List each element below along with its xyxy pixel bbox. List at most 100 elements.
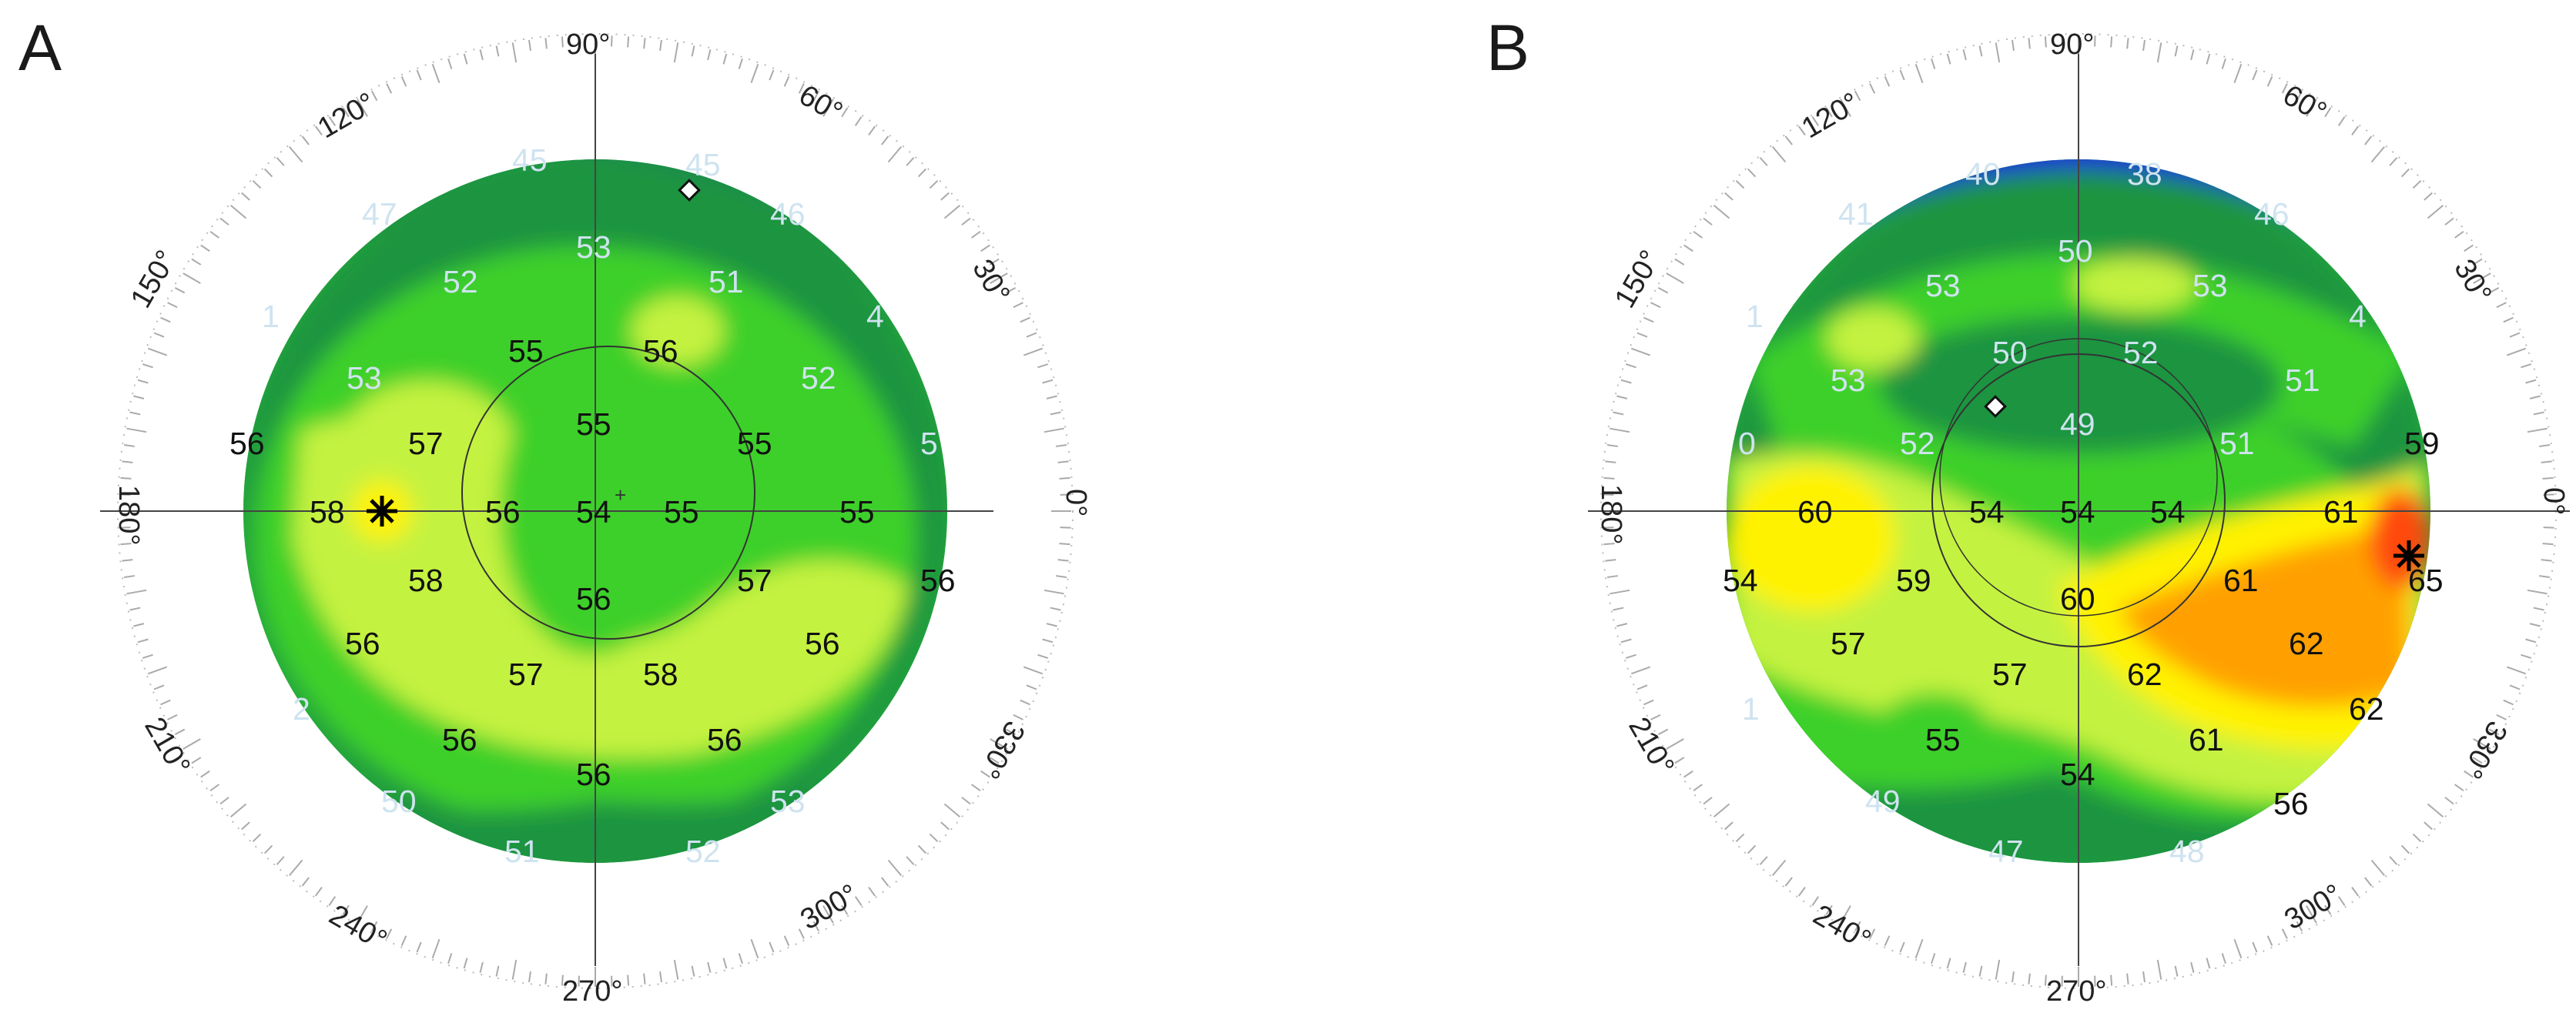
panel-letter: A bbox=[18, 12, 62, 84]
tick-mark bbox=[929, 833, 939, 843]
tick-mark bbox=[1735, 833, 1745, 843]
tick-mark bbox=[1657, 286, 1669, 294]
tick-mark bbox=[841, 107, 849, 118]
tick-mark bbox=[160, 699, 171, 706]
value-label: 51 bbox=[504, 834, 540, 869]
tick-mark bbox=[511, 42, 518, 63]
tick-mark bbox=[1674, 757, 1685, 764]
tick-mark bbox=[1050, 411, 1061, 416]
tick-mark bbox=[2174, 965, 2179, 977]
tick-mark bbox=[1946, 53, 1951, 65]
tick-mark bbox=[2296, 921, 2303, 932]
value-label: 56 bbox=[576, 757, 611, 792]
tick-mark bbox=[357, 905, 368, 924]
angle-label: 180° bbox=[112, 485, 145, 546]
tick-mark bbox=[191, 757, 202, 764]
tick-mark bbox=[2488, 728, 2500, 736]
tick-mark bbox=[783, 76, 790, 87]
angle-label: 240° bbox=[323, 899, 392, 958]
tick-mark bbox=[142, 363, 153, 369]
tick-mark bbox=[822, 99, 834, 117]
value-label: 57 bbox=[737, 563, 772, 598]
tick-mark bbox=[160, 316, 171, 323]
tick-mark bbox=[1636, 332, 1648, 338]
tick-mark bbox=[2473, 738, 2491, 750]
tick-mark bbox=[137, 638, 149, 644]
tick-mark bbox=[386, 928, 393, 939]
tick-mark bbox=[133, 623, 145, 627]
tick-mark bbox=[1643, 316, 1654, 323]
tick-mark bbox=[479, 961, 484, 973]
tick-mark bbox=[722, 53, 728, 65]
value-label: 46 bbox=[2254, 196, 2290, 232]
value-label: 54 bbox=[1969, 494, 2005, 530]
tick-mark bbox=[2496, 714, 2507, 720]
tick-mark bbox=[183, 272, 201, 284]
tick-mark bbox=[528, 971, 531, 983]
tick-mark bbox=[191, 258, 202, 266]
tick-mark bbox=[722, 958, 728, 969]
tick-mark bbox=[2412, 833, 2422, 843]
angle-label: 30° bbox=[966, 254, 1016, 309]
tick-mark bbox=[2444, 217, 2454, 226]
tick-mark bbox=[263, 168, 273, 178]
value-label: 58 bbox=[408, 563, 444, 598]
tick-mark bbox=[2412, 179, 2422, 189]
tick-mark bbox=[1899, 941, 1905, 953]
tick-mark bbox=[841, 904, 849, 915]
tick-mark bbox=[328, 116, 337, 126]
tick-mark bbox=[1603, 476, 1615, 480]
value-label: 38 bbox=[2127, 156, 2162, 192]
tick-mark bbox=[1674, 258, 1685, 266]
tick-mark bbox=[370, 921, 378, 932]
tick-mark bbox=[1666, 738, 1684, 750]
tick-mark bbox=[1747, 844, 1757, 854]
tick-mark bbox=[2028, 973, 2031, 985]
angle-label: 150° bbox=[1609, 245, 1667, 313]
corneal-map-b: 90° 60° 30° 0° 330° 300° 270° 240° 210° … bbox=[1588, 28, 2570, 1008]
tick-mark bbox=[174, 728, 186, 736]
tick-mark bbox=[1869, 928, 1876, 939]
tick-mark bbox=[2221, 58, 2226, 69]
tick-mark bbox=[2521, 363, 2532, 369]
tick-mark bbox=[1683, 770, 1693, 778]
tick-mark bbox=[917, 168, 927, 178]
tick-mark bbox=[288, 859, 303, 877]
tick-mark bbox=[940, 192, 950, 201]
tick-mark bbox=[1931, 953, 1936, 964]
tick-mark bbox=[2506, 347, 2527, 356]
value-label: 60 bbox=[1797, 494, 1833, 530]
tick-mark bbox=[1854, 90, 1861, 102]
tick-mark bbox=[1747, 168, 1757, 178]
value-label: 65 bbox=[2408, 563, 2444, 598]
value-labels: 45 45 47 46 53 52 51 1 4 53 52 5 2 50 51… bbox=[229, 142, 956, 869]
tick-mark bbox=[707, 961, 712, 973]
tick-mark bbox=[917, 844, 927, 854]
value-label: 56 bbox=[805, 626, 840, 661]
value-label: 1 bbox=[1746, 299, 1764, 334]
tick-mark bbox=[691, 45, 695, 57]
value-label: 58 bbox=[643, 657, 678, 692]
tick-mark bbox=[1978, 45, 1983, 57]
value-label: 53 bbox=[347, 360, 382, 396]
tick-mark bbox=[1043, 589, 1064, 595]
tick-mark bbox=[2364, 135, 2373, 145]
tick-mark bbox=[906, 856, 915, 865]
tick-mark bbox=[2464, 770, 2474, 778]
tick-mark bbox=[137, 379, 149, 384]
tick-mark bbox=[301, 135, 310, 145]
tick-mark bbox=[342, 904, 350, 915]
tick-mark bbox=[252, 833, 262, 843]
tick-mark bbox=[989, 258, 1000, 266]
tick-mark bbox=[2472, 757, 2483, 764]
tick-mark bbox=[1724, 821, 1734, 831]
tick-mark bbox=[2454, 784, 2464, 792]
tick-mark bbox=[2472, 258, 2483, 266]
value-label: 51 bbox=[2219, 426, 2255, 461]
tick-mark bbox=[961, 797, 971, 805]
value-label: 57 bbox=[1831, 626, 1866, 661]
tick-mark bbox=[643, 973, 646, 985]
tick-mark bbox=[447, 58, 453, 69]
tick-mark bbox=[229, 803, 247, 818]
value-label: 41 bbox=[1838, 196, 1874, 232]
